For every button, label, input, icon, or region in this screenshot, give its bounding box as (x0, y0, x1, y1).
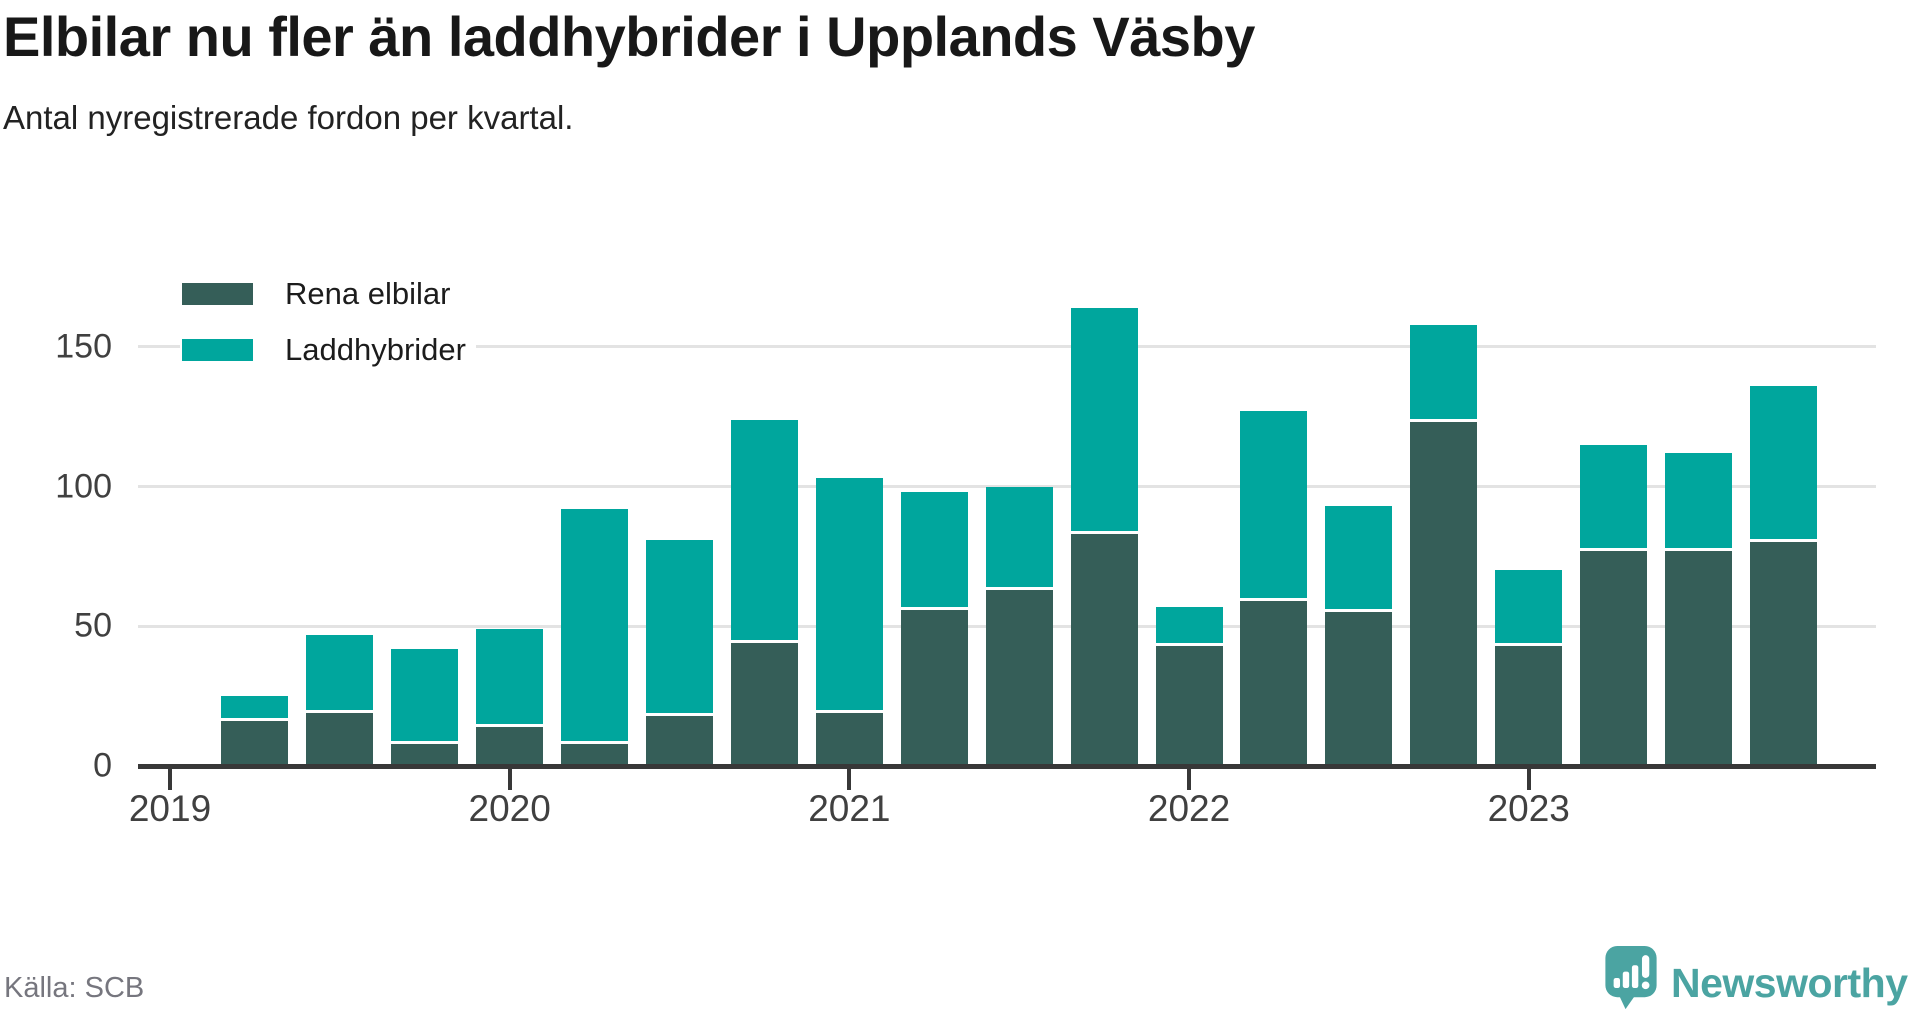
x-axis-tick-2021 (847, 769, 852, 790)
x-axis-line (138, 764, 1876, 769)
bar-2019-Q4 (391, 648, 459, 766)
gridline-150 (138, 345, 1876, 349)
newsworthy-brand: Newsworthy (1605, 946, 1908, 1010)
segment-laddhybrider (561, 508, 629, 744)
source-note: Källa: SCB (4, 972, 145, 1004)
segment-laddhybrider (1240, 411, 1308, 602)
bar-2021-Q3 (985, 486, 1053, 766)
segment-laddhybrider (1325, 506, 1393, 613)
bar-2023-Q2 (1580, 444, 1648, 766)
x-axis-label-2021: 2021 (808, 788, 891, 829)
bar-2019-Q2 (221, 696, 289, 766)
newsworthy-wordmark: Newsworthy (1671, 960, 1908, 1006)
segment-rena-elbilar (646, 715, 713, 766)
segment-laddhybrider (221, 696, 289, 722)
legend-item-laddhybrider: Laddhybrider (180, 328, 476, 372)
segment-laddhybrider (900, 492, 968, 610)
segment-rena-elbilar (1410, 422, 1478, 766)
bar-2020-Q1 (476, 629, 544, 766)
x-axis-tick-2023 (1526, 769, 1531, 790)
bar-2023-Q1 (1495, 570, 1563, 766)
segment-laddhybrider (815, 478, 883, 713)
segment-laddhybrider (985, 486, 1053, 590)
chart-legend: Rena elbilar Laddhybrider (180, 272, 476, 384)
bar-2022-Q2 (1240, 411, 1308, 766)
segment-rena-elbilar (730, 643, 798, 766)
y-axis-label-100: 100 (55, 467, 112, 506)
bar-2023-Q3 (1665, 453, 1733, 766)
x-axis-label-2020: 2020 (468, 788, 551, 829)
segment-laddhybrider (476, 629, 544, 727)
bar-2020-Q2 (561, 508, 629, 766)
x-axis-tick-2019 (168, 769, 172, 790)
segment-laddhybrider (1410, 324, 1478, 423)
segment-laddhybrider (1495, 570, 1563, 646)
segment-laddhybrider (1070, 307, 1138, 535)
segment-rena-elbilar (900, 609, 968, 766)
legend-label: Laddhybrider (285, 332, 466, 367)
segment-rena-elbilar (1665, 550, 1733, 766)
segment-rena-elbilar (306, 712, 374, 766)
legend-label: Rena elbilar (285, 276, 451, 311)
y-axis-label-150: 150 (55, 327, 112, 366)
segment-rena-elbilar (391, 743, 459, 766)
x-axis-tick-2020 (507, 769, 512, 790)
segment-rena-elbilar (815, 712, 883, 766)
segment-rena-elbilar (1070, 534, 1138, 766)
segment-laddhybrider (391, 648, 459, 744)
x-axis-label-2023: 2023 (1487, 788, 1570, 829)
segment-laddhybrider (1665, 453, 1733, 551)
segment-laddhybrider (646, 539, 713, 716)
segment-rena-elbilar (985, 589, 1053, 766)
laddhybrider-swatch (182, 339, 253, 361)
bar-2019-Q3 (306, 634, 374, 766)
bar-2021-Q1 (815, 478, 883, 766)
page-title: Elbilar nu fler än laddhybrider i Upplan… (3, 5, 1255, 68)
rena-elbilar-swatch (182, 283, 253, 305)
newsworthy-logo-icon (1605, 946, 1657, 1010)
bar-2020-Q3 (646, 539, 713, 766)
bar-2022-Q3 (1325, 506, 1393, 766)
page-subtitle: Antal nyregistrerade fordon per kvartal. (3, 99, 574, 136)
x-axis-tick-2022 (1187, 769, 1192, 790)
legend-item-rena-elbilar: Rena elbilar (180, 272, 476, 316)
segment-laddhybrider (1749, 386, 1817, 543)
segment-rena-elbilar (1240, 601, 1308, 766)
y-axis-label-0: 0 (93, 746, 112, 785)
segment-laddhybrider (1155, 606, 1223, 646)
bar-2021-Q2 (900, 492, 968, 766)
segment-laddhybrider (306, 634, 374, 713)
bar-2020-Q4 (730, 419, 798, 766)
bar-2023-Q4 (1749, 386, 1817, 766)
x-axis-label-2022: 2022 (1147, 788, 1231, 829)
segment-rena-elbilar (1155, 645, 1223, 766)
bar-2022-Q1 (1155, 606, 1223, 766)
y-axis-label-50: 50 (74, 606, 112, 645)
segment-rena-elbilar (1495, 645, 1563, 766)
bar-2021-Q4 (1070, 307, 1138, 766)
bar-2022-Q4 (1410, 324, 1478, 766)
segment-rena-elbilar (1749, 542, 1817, 766)
segment-rena-elbilar (561, 743, 629, 766)
segment-rena-elbilar (1325, 612, 1393, 766)
segment-laddhybrider (730, 419, 798, 644)
segment-laddhybrider (1580, 444, 1648, 551)
x-axis-label-2019: 2019 (128, 788, 212, 829)
segment-rena-elbilar (476, 726, 544, 766)
segment-rena-elbilar (1580, 550, 1648, 766)
segment-rena-elbilar (221, 721, 289, 766)
